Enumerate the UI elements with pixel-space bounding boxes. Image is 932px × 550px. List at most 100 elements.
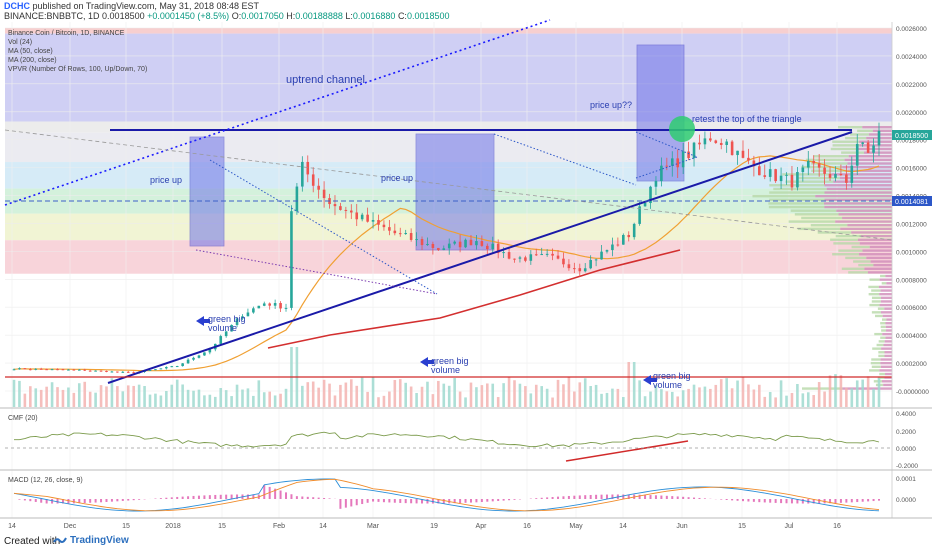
price-band: [5, 33, 892, 122]
time-tick-label: 16: [833, 523, 841, 530]
candle-body: [709, 138, 712, 141]
candle-body: [382, 224, 386, 228]
macd-hist-bar: [644, 494, 647, 499]
macd-hist-bar: [110, 499, 113, 502]
candle: [660, 157, 663, 187]
candle: [855, 134, 859, 176]
macd-hist-bar: [40, 499, 43, 503]
macd-hist-bar: [208, 495, 211, 499]
macd-hist-bar: [72, 499, 75, 504]
candle: [45, 368, 48, 371]
candle: [491, 236, 495, 253]
candle-body: [703, 138, 707, 145]
volume-bar: [774, 397, 777, 407]
macd-hist-bar: [67, 499, 70, 504]
vpvr-up: [878, 340, 885, 343]
volume-bar: [29, 386, 32, 407]
candle: [839, 164, 843, 177]
volume-bar: [725, 378, 728, 407]
price-tick-label: 0.0004000: [896, 333, 927, 340]
label-green-volume-2: green big: [431, 356, 469, 366]
volume-bar: [88, 391, 92, 407]
candle: [121, 371, 125, 373]
time-tick-label: Jul: [785, 523, 794, 530]
volume-bar: [143, 386, 146, 407]
price-tick-label: -0.0000000: [896, 389, 929, 396]
vpvr-down: [884, 307, 892, 310]
candle: [29, 368, 32, 371]
vpvr-up: [857, 129, 873, 133]
current-price-label: 0.0018500: [895, 133, 928, 140]
candle-body: [148, 369, 152, 371]
candle-body: [545, 253, 549, 255]
candle-body: [431, 243, 435, 248]
volume-bar: [589, 386, 592, 407]
candle: [524, 255, 527, 263]
vpvr-down: [862, 249, 892, 252]
vpvr-up: [769, 191, 825, 194]
volume-bar: [605, 392, 609, 407]
volume-bar: [573, 391, 576, 407]
publisher-name[interactable]: DCHC: [4, 1, 30, 11]
vpvr-up: [788, 220, 836, 223]
macd-hist-bar: [83, 499, 86, 504]
volume-bar: [649, 391, 652, 407]
candle-body: [398, 233, 402, 235]
candle-body: [366, 214, 369, 222]
vpvr-down: [882, 314, 892, 318]
volume-bar: [583, 378, 587, 407]
candle-body: [714, 140, 718, 143]
drawings: [4, 19, 893, 462]
candle-body: [355, 212, 359, 220]
candle-body: [306, 161, 310, 175]
volume-bar: [600, 393, 603, 407]
candle-body: [235, 318, 239, 325]
vpvr-up: [869, 369, 880, 372]
candle: [562, 252, 565, 268]
volume-bar: [409, 386, 413, 407]
candle-body: [45, 369, 48, 371]
candle: [464, 238, 467, 249]
volume-bar: [192, 390, 195, 407]
macd-hist-bar: [725, 499, 728, 500]
vpvr-up: [853, 260, 871, 263]
vpvr-down: [842, 216, 892, 220]
candle: [67, 369, 70, 371]
volume-bar: [219, 388, 223, 407]
candle: [257, 305, 261, 309]
candle-body: [502, 252, 505, 254]
macd-hist-bar: [279, 490, 282, 499]
arrow-left-icon: [643, 375, 657, 385]
candle: [627, 231, 631, 242]
vpvr-down: [847, 169, 892, 172]
volume-bar: [758, 384, 761, 407]
candle: [420, 236, 424, 251]
candle: [388, 219, 391, 236]
candle: [181, 363, 184, 367]
candle-body: [687, 151, 690, 159]
tradingview-brand[interactable]: TradingView: [53, 535, 129, 546]
vpvr-up: [871, 311, 881, 314]
macd-hist-bar: [801, 499, 804, 504]
macd-hist-bar: [562, 496, 565, 499]
candle: [382, 220, 386, 231]
macd-hist-bar: [78, 499, 81, 504]
candle-body: [676, 158, 680, 168]
tradingview-label: TradingView: [70, 535, 129, 546]
macd-hist-bar: [121, 499, 124, 501]
macd-hist-bar: [51, 499, 54, 504]
volume-bar: [779, 380, 783, 407]
volume-bar: [224, 390, 228, 407]
candle-body: [415, 239, 418, 241]
macd-hist-bar: [497, 499, 500, 501]
candle: [34, 368, 38, 371]
candle: [186, 358, 190, 364]
candle-body: [61, 369, 65, 371]
volume-bar: [785, 395, 788, 407]
macd-hist-bar: [366, 499, 369, 503]
open-label: O:: [231, 11, 242, 21]
vpvr-down: [884, 354, 892, 358]
candle-body: [605, 250, 609, 252]
macd-hist-bar: [56, 499, 59, 504]
